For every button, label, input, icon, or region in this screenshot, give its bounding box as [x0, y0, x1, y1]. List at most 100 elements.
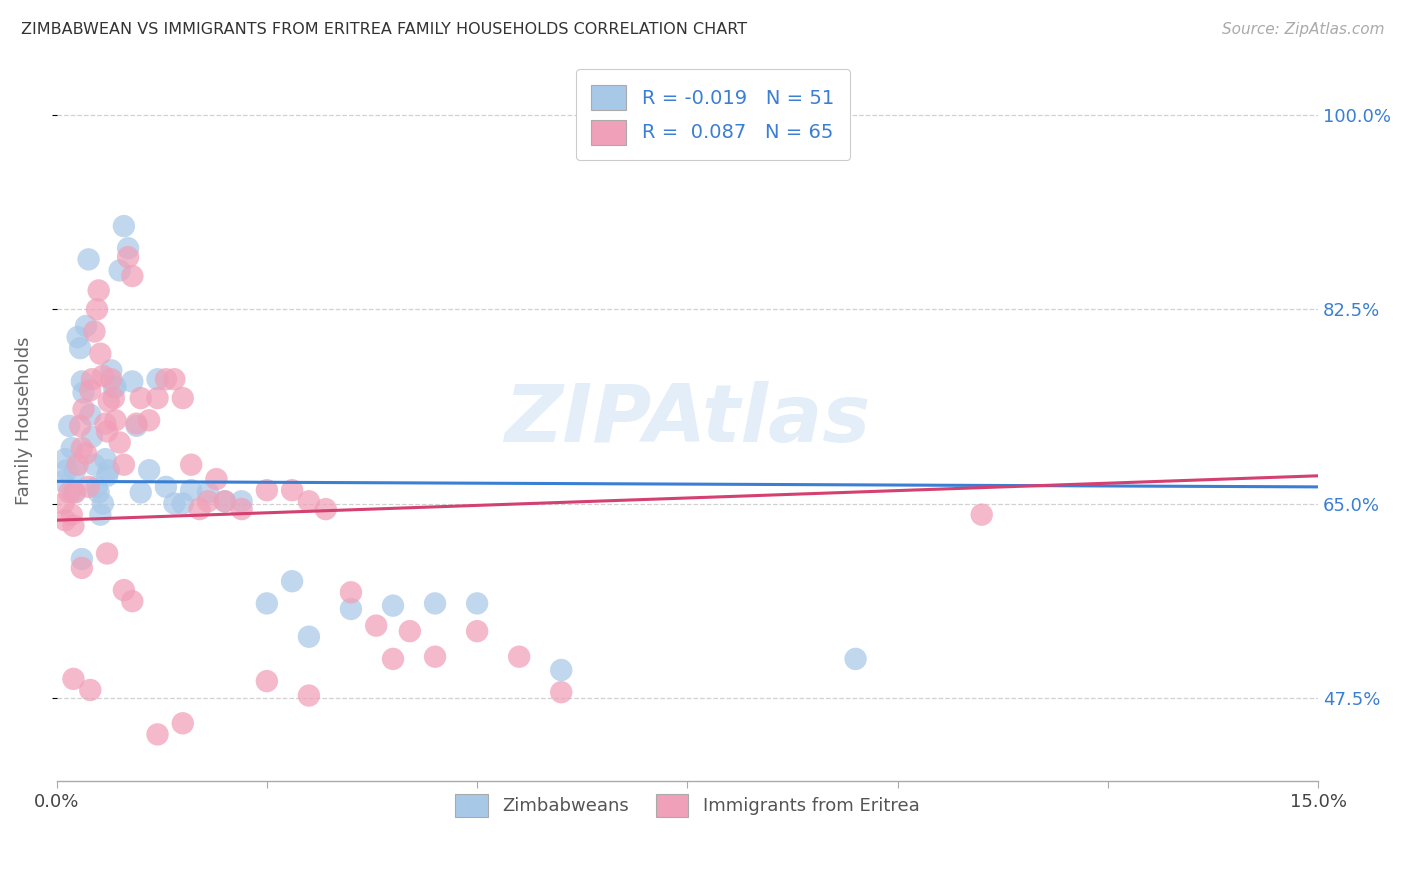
Point [83, 458, 105, 472]
Point [180, 458, 202, 472]
Point [104, 413, 127, 427]
Point [70, 552, 93, 566]
Point [382, 652, 405, 666]
Point [52, 475, 75, 489]
Point [58, 418, 80, 433]
Point [172, 497, 194, 511]
Point [465, 624, 488, 639]
Point [97, 463, 120, 477]
Legend: Zimbabweans, Immigrants from Eritrea: Zimbabweans, Immigrants from Eritrea [446, 785, 928, 826]
Point [62, 672, 84, 686]
Point [340, 602, 363, 616]
Point [125, 418, 148, 433]
Point [62, 518, 84, 533]
Point [231, 494, 253, 508]
Text: Source: ZipAtlas.com: Source: ZipAtlas.com [1222, 22, 1385, 37]
Point [91, 497, 114, 511]
Point [256, 483, 278, 498]
Point [70, 561, 93, 575]
Point [108, 435, 131, 450]
Point [108, 263, 131, 277]
Point [60, 508, 83, 522]
Point [550, 663, 572, 677]
Point [214, 494, 236, 508]
Point [62, 485, 84, 500]
Point [172, 716, 194, 731]
Point [188, 502, 211, 516]
Point [281, 483, 304, 498]
Point [70, 441, 93, 455]
Point [138, 413, 160, 427]
Point [163, 372, 186, 386]
Point [86, 480, 108, 494]
Point [100, 372, 122, 386]
Point [103, 380, 125, 394]
Point [77, 252, 100, 267]
Point [75, 318, 97, 333]
Point [97, 394, 120, 409]
Point [70, 375, 93, 389]
Point [298, 689, 321, 703]
Point [180, 483, 202, 498]
Point [79, 384, 101, 398]
Point [103, 391, 125, 405]
Point [53, 452, 76, 467]
Point [104, 380, 127, 394]
Point [214, 494, 236, 508]
Point [112, 458, 135, 472]
Point [69, 418, 91, 433]
Point [423, 596, 446, 610]
Point [231, 502, 253, 516]
Point [121, 375, 143, 389]
Point [281, 574, 304, 589]
Point [87, 485, 110, 500]
Point [79, 683, 101, 698]
Point [138, 463, 160, 477]
Point [129, 485, 152, 500]
Point [83, 325, 105, 339]
Text: ZIPAtlas: ZIPAtlas [505, 381, 870, 459]
Point [112, 219, 135, 233]
Point [58, 485, 80, 500]
Point [86, 302, 108, 317]
Point [69, 341, 91, 355]
Point [55, 463, 77, 477]
Point [125, 417, 148, 431]
Point [845, 652, 868, 666]
Point [197, 485, 219, 500]
Point [96, 546, 118, 560]
Point [87, 284, 110, 298]
Point [146, 727, 169, 741]
Point [112, 583, 135, 598]
Point [172, 391, 194, 405]
Point [94, 417, 117, 431]
Text: ZIMBABWEAN VS IMMIGRANTS FROM ERITREA FAMILY HOUSEHOLDS CORRELATION CHART: ZIMBABWEAN VS IMMIGRANTS FROM ERITREA FA… [21, 22, 747, 37]
Point [75, 447, 97, 461]
Point [63, 463, 86, 477]
Point [298, 494, 321, 508]
Point [91, 368, 114, 383]
Point [298, 630, 321, 644]
Point [155, 372, 177, 386]
Point [72, 385, 94, 400]
Point [100, 363, 122, 377]
Point [117, 241, 139, 255]
Point [96, 425, 118, 439]
Point [94, 452, 117, 467]
Point [256, 596, 278, 610]
Point [77, 480, 100, 494]
Point [366, 618, 388, 632]
Point [60, 441, 83, 455]
Point [80, 430, 103, 444]
Point [163, 497, 186, 511]
Point [205, 472, 228, 486]
Point [382, 599, 405, 613]
Point [155, 480, 177, 494]
Point [129, 391, 152, 405]
Point [80, 372, 103, 386]
Point [117, 250, 139, 264]
Point [89, 347, 111, 361]
Point [121, 594, 143, 608]
Point [970, 508, 993, 522]
Point [146, 372, 169, 386]
